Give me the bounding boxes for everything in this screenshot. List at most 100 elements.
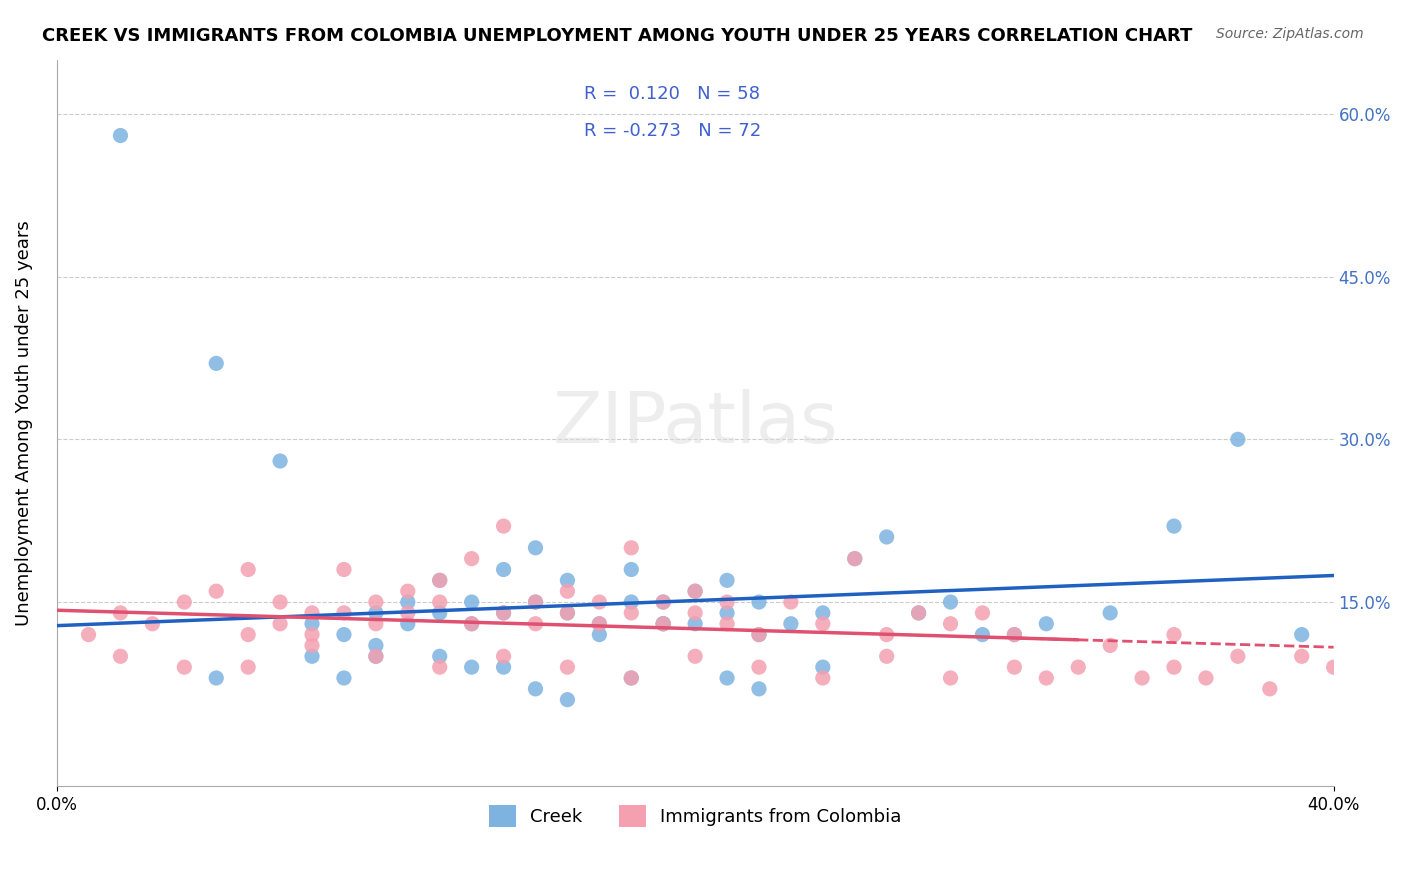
Text: CREEK VS IMMIGRANTS FROM COLOMBIA UNEMPLOYMENT AMONG YOUTH UNDER 25 YEARS CORREL: CREEK VS IMMIGRANTS FROM COLOMBIA UNEMPL… — [42, 27, 1192, 45]
Point — [1099, 639, 1122, 653]
Point — [748, 681, 770, 696]
Point — [620, 606, 643, 620]
Point — [652, 616, 675, 631]
Point — [238, 562, 260, 576]
Point — [557, 692, 579, 706]
Point — [748, 660, 770, 674]
Point — [269, 454, 291, 468]
Point — [429, 595, 451, 609]
Point — [429, 606, 451, 620]
Point — [652, 595, 675, 609]
Point — [492, 606, 515, 620]
Point — [301, 649, 323, 664]
Point — [811, 616, 834, 631]
Point — [1130, 671, 1153, 685]
Point — [269, 595, 291, 609]
Point — [269, 616, 291, 631]
Point — [301, 639, 323, 653]
Point — [683, 584, 706, 599]
Point — [364, 616, 387, 631]
Point — [1291, 627, 1313, 641]
Point — [588, 627, 610, 641]
Point — [396, 606, 419, 620]
Point — [524, 681, 547, 696]
Point — [492, 606, 515, 620]
Point — [683, 616, 706, 631]
Point — [939, 595, 962, 609]
Point — [364, 606, 387, 620]
Point — [301, 606, 323, 620]
Point — [972, 627, 994, 641]
Point — [1258, 681, 1281, 696]
Point — [716, 671, 738, 685]
Point — [844, 551, 866, 566]
Point — [1002, 627, 1025, 641]
Point — [683, 649, 706, 664]
Point — [557, 574, 579, 588]
Point — [876, 627, 898, 641]
Point — [1099, 606, 1122, 620]
Point — [652, 616, 675, 631]
Point — [333, 671, 356, 685]
Point — [1226, 649, 1249, 664]
Point — [620, 595, 643, 609]
Point — [205, 584, 228, 599]
Point — [588, 595, 610, 609]
Point — [652, 616, 675, 631]
Point — [364, 639, 387, 653]
Point — [301, 616, 323, 631]
Point — [492, 660, 515, 674]
Point — [939, 671, 962, 685]
Legend: Creek, Immigrants from Colombia: Creek, Immigrants from Colombia — [479, 796, 911, 836]
Point — [1163, 519, 1185, 533]
Point — [557, 606, 579, 620]
Y-axis label: Unemployment Among Youth under 25 years: Unemployment Among Youth under 25 years — [15, 220, 32, 626]
Point — [364, 649, 387, 664]
Point — [811, 660, 834, 674]
Point — [1226, 433, 1249, 447]
Point — [939, 616, 962, 631]
Point — [238, 660, 260, 674]
Point — [876, 649, 898, 664]
Point — [429, 574, 451, 588]
Point — [364, 595, 387, 609]
Point — [492, 562, 515, 576]
Point — [524, 595, 547, 609]
Point — [1195, 671, 1218, 685]
Point — [652, 595, 675, 609]
Point — [524, 541, 547, 555]
Point — [1035, 616, 1057, 631]
Point — [524, 595, 547, 609]
Point — [907, 606, 929, 620]
Point — [557, 584, 579, 599]
Point — [396, 595, 419, 609]
Point — [110, 649, 132, 664]
Point — [429, 660, 451, 674]
Point — [716, 606, 738, 620]
Point — [173, 595, 195, 609]
Point — [333, 562, 356, 576]
Point — [396, 616, 419, 631]
Point — [205, 356, 228, 370]
Point — [1002, 660, 1025, 674]
Point — [620, 671, 643, 685]
Point — [429, 649, 451, 664]
Point — [492, 649, 515, 664]
Point — [238, 627, 260, 641]
Point — [876, 530, 898, 544]
Point — [620, 671, 643, 685]
Point — [396, 584, 419, 599]
Text: Source: ZipAtlas.com: Source: ZipAtlas.com — [1216, 27, 1364, 41]
Point — [1035, 671, 1057, 685]
Point — [77, 627, 100, 641]
Point — [1291, 649, 1313, 664]
Point — [333, 606, 356, 620]
Point — [588, 616, 610, 631]
Text: ZIPatlas: ZIPatlas — [553, 389, 838, 458]
Point — [588, 616, 610, 631]
Text: R =  0.120   N = 58: R = 0.120 N = 58 — [583, 85, 759, 103]
Point — [364, 649, 387, 664]
Point — [716, 595, 738, 609]
Point — [620, 562, 643, 576]
Point — [811, 606, 834, 620]
